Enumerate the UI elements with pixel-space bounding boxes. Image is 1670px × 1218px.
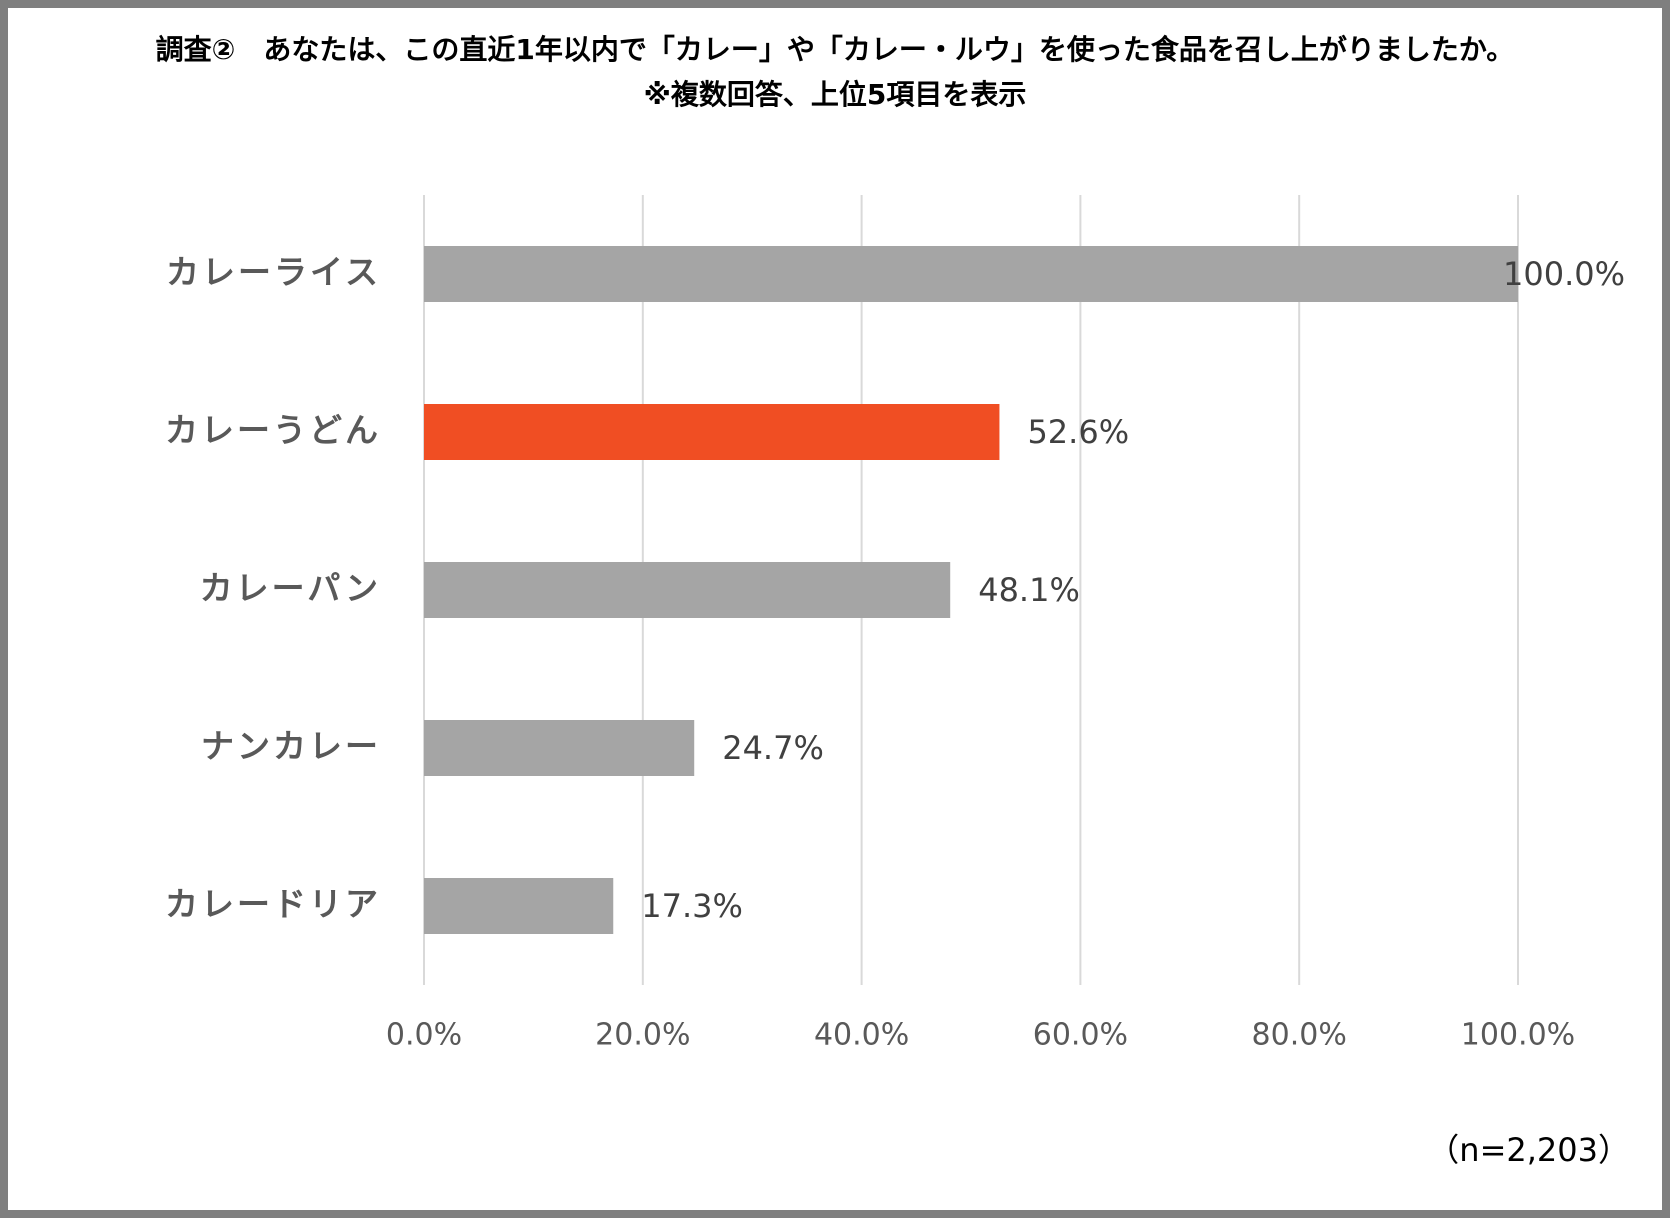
value-label: 100.0% [1503,255,1625,293]
sample-note: （n=2,203） [1427,1131,1630,1169]
bar [424,246,1518,302]
x-tick-label: 60.0% [1033,1018,1128,1053]
y-tick-label: カレーパン [200,569,381,608]
x-tick-label: 40.0% [814,1018,909,1053]
y-tick-label: カレードリア [165,885,381,924]
x-tick-label: 20.0% [595,1018,690,1053]
x-tick-label: 0.0% [386,1018,462,1053]
chart-title: 調査② あなたは、この直近1年以内で「カレー」や「カレー・ルウ」を使った食品を召… [156,33,1515,66]
y-tick-label: ナンカレー [201,727,381,766]
chart-subtitle: ※複数回答、上位5項目を表示 [644,78,1027,111]
y-tick-label: カレーライス [166,253,381,292]
value-label: 17.3% [641,887,743,925]
bar [424,404,1000,460]
y-tick-label: カレーうどん [165,411,381,450]
x-tick-label: 80.0% [1252,1018,1347,1053]
value-label: 52.6% [1027,413,1129,451]
bar [424,878,614,934]
value-label: 48.1% [978,571,1080,609]
bar [424,720,695,776]
value-label: 24.7% [722,729,824,767]
bar [424,562,951,618]
x-tick-label: 100.0% [1461,1018,1575,1053]
